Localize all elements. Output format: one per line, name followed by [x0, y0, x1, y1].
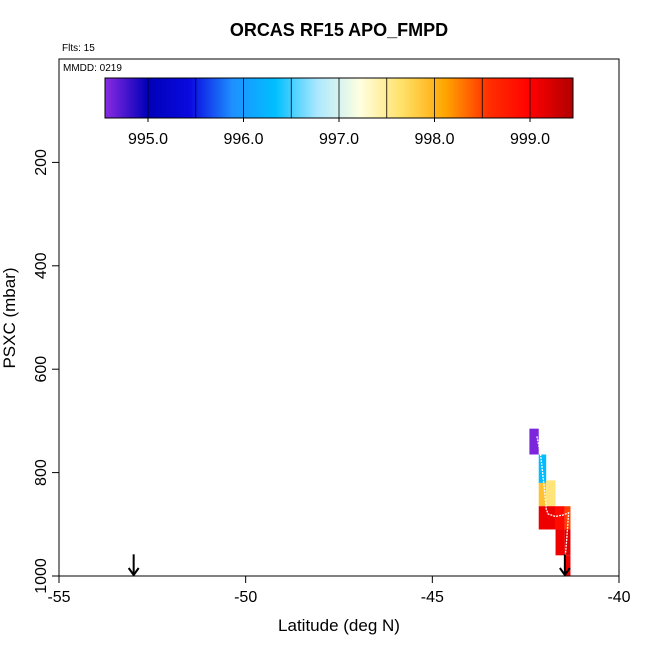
y-axis: 200 400 600 800 1000: [33, 149, 59, 594]
date-label: MMDD: 0219: [63, 63, 122, 74]
data-cell: [538, 482, 547, 507]
y-tick-label: 1000: [33, 558, 50, 594]
data-cells: [529, 428, 571, 576]
y-tick-label: 200: [33, 149, 50, 176]
data-cell: [564, 529, 571, 556]
colorbar-tick-label: 996.0: [223, 131, 263, 148]
x-tick-label: -40: [607, 589, 630, 606]
plot-frame: [58, 58, 620, 577]
x-tick-label: -50: [234, 589, 257, 606]
flight-track: [536, 436, 570, 574]
y-tick-label: 400: [33, 252, 50, 279]
data-cell: [538, 454, 547, 483]
chart-title: ORCAS RF15 APO_FMPD: [230, 20, 448, 40]
x-axis-title: Latitude (deg N): [278, 616, 400, 635]
colorbar-tick-label: 995.0: [128, 131, 168, 148]
arrows: [127, 554, 571, 577]
data-cell: [555, 506, 565, 530]
data-cell: [546, 480, 556, 507]
flight-track-line: [536, 436, 570, 574]
x-tick-label: -45: [421, 589, 444, 606]
data-cell: [555, 529, 565, 556]
y-axis-title: PSXC (mbar): [0, 267, 19, 368]
data-cell: [564, 555, 571, 576]
data-cell: [538, 506, 556, 530]
x-tick-label: -55: [47, 589, 70, 606]
arrow-head: [127, 567, 140, 577]
colorbar: 995.0 996.0 997.0 998.0 999.0: [104, 77, 574, 148]
flights-count-label: Flts: 15: [62, 43, 95, 54]
arrow-head: [559, 567, 571, 577]
colorbar-tick-label: 999.0: [510, 131, 550, 148]
y-tick-label: 600: [33, 356, 50, 383]
x-axis: -55 -50 -45 -40: [47, 576, 631, 606]
data-cell: [529, 428, 539, 455]
colorbar-tick-label: 997.0: [319, 131, 359, 148]
y-tick-label: 800: [33, 459, 50, 486]
colorbar-tick-label: 998.0: [414, 131, 454, 148]
